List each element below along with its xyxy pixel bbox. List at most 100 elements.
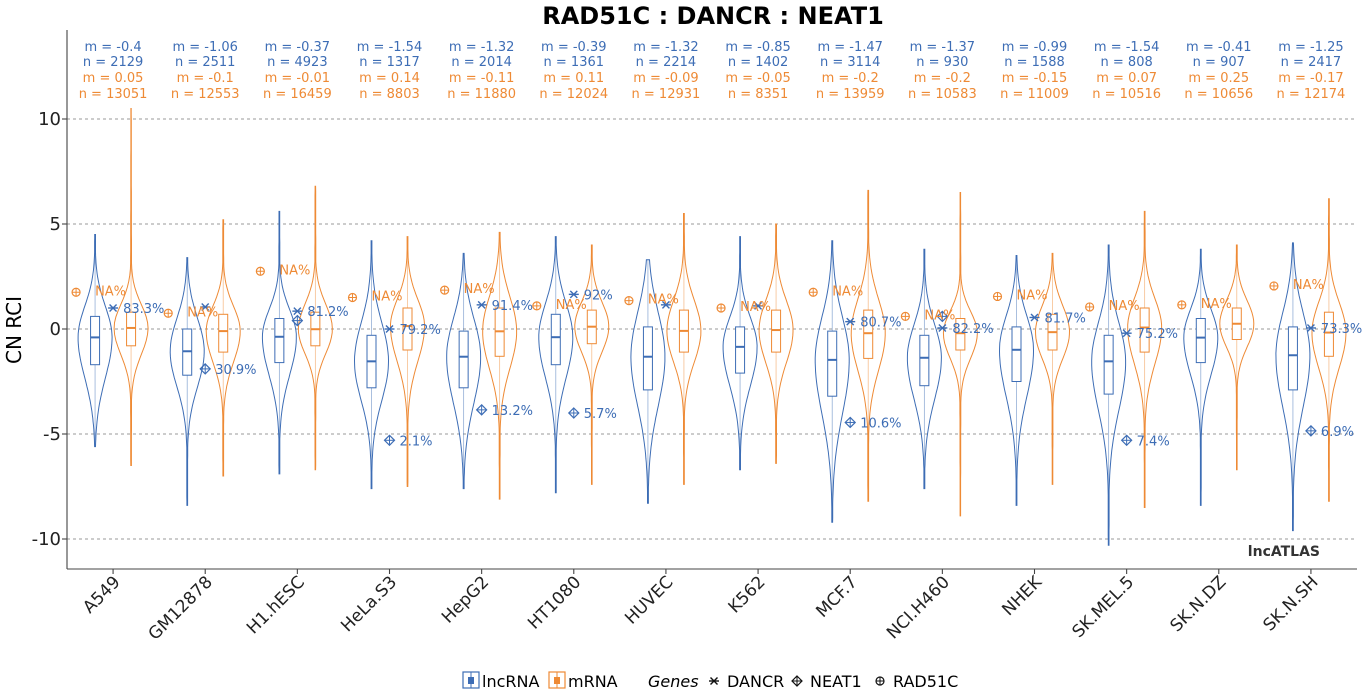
- box-lncrna: [1103, 334, 1114, 395]
- stat-label-lncrna-n: n = 2014: [451, 55, 511, 70]
- stat-label-lncrna-m: m = -0.41: [1186, 40, 1251, 55]
- stat-label-mrna-n: n = 13051: [79, 87, 148, 102]
- y-tick-label: 0: [50, 319, 61, 340]
- stat-label-mrna-n: n = 16459: [263, 87, 332, 102]
- stat-label-lncrna-n: n = 1361: [544, 55, 604, 70]
- pct-label-neat1: 30.9%: [215, 363, 256, 378]
- marker-dancr: [845, 317, 856, 326]
- marker-dancr: [200, 302, 211, 311]
- stat-label-mrna-n: n = 10516: [1092, 87, 1161, 102]
- stat-label-lncrna-m: m = -0.39: [541, 40, 606, 55]
- stat-label-lncrna-m: m = -0.37: [265, 40, 330, 55]
- pct-label-rad51c: NA%: [832, 284, 863, 299]
- marker-dancr: [292, 307, 303, 316]
- pct-label-rad51c: NA%: [279, 263, 310, 278]
- legend-gene-neat1: NEAT1: [810, 672, 862, 691]
- violin-lncrna: [814, 240, 850, 523]
- marker-dancr: [1121, 329, 1132, 338]
- pct-label-dancr: 75.2%: [1137, 327, 1178, 342]
- stat-label-lncrna-m: m = -1.32: [449, 40, 514, 55]
- pct-label-dancr: 91.4%: [492, 299, 533, 314]
- stat-label-mrna-m: m = 0.11: [543, 71, 604, 86]
- stat-label-mrna-m: m = -0.2: [914, 71, 971, 86]
- stat-label-lncrna-n: n = 2511: [175, 55, 235, 70]
- pct-label-rad51c: NA%: [740, 300, 771, 315]
- y-axis-label: CN RCI: [2, 296, 26, 364]
- x-tick-label: HeLa.S3: [337, 572, 401, 636]
- violin-lncrna: [77, 234, 113, 448]
- x-tick-label: NCI.H460: [883, 572, 954, 643]
- x-tick-label: K562: [725, 572, 770, 617]
- stat-label-mrna-m: m = -0.2: [822, 71, 879, 86]
- box-lncrna: [274, 318, 285, 364]
- stat-label-mrna-m: m = -0.05: [725, 71, 790, 86]
- pct-label-rad51c: NA%: [924, 308, 955, 323]
- stat-label-mrna-m: m = 0.05: [83, 71, 144, 86]
- marker-dancr: [108, 304, 119, 312]
- stat-label-lncrna-n: n = 2214: [636, 55, 696, 70]
- stat-label-mrna-m: m = 0.25: [1188, 71, 1249, 86]
- stat-label-mrna-n: n = 12174: [1277, 87, 1346, 102]
- stat-label-lncrna-n: n = 3114: [820, 55, 880, 70]
- pct-label-neat1: 13.2%: [492, 404, 533, 419]
- stat-label-mrna-n: n = 8803: [359, 87, 419, 102]
- pct-label-rad51c: NA%: [1293, 278, 1324, 293]
- stat-label-lncrna-m: m = -1.54: [1094, 40, 1159, 55]
- y-tick-label: -10: [32, 529, 61, 550]
- pct-label-neat1: 6.9%: [1321, 425, 1354, 440]
- marker-rad51c: [347, 292, 358, 303]
- marker-rad51c: [532, 301, 542, 311]
- stat-label-lncrna-n: n = 1402: [728, 55, 788, 70]
- stat-label-lncrna-n: n = 2129: [83, 55, 143, 70]
- box-lncrna: [1195, 318, 1206, 364]
- pct-label-dancr: 82.2%: [952, 322, 993, 337]
- stat-label-lncrna-n: n = 4923: [267, 55, 327, 70]
- legend-label: mRNA: [568, 672, 618, 691]
- legend-genes-title: Genes: [648, 672, 699, 691]
- marker-rad51c: [440, 285, 450, 295]
- box-mrna: [863, 309, 874, 359]
- stat-label-mrna-n: n = 12024: [539, 87, 608, 102]
- pct-label-neat1: 2.1%: [400, 434, 433, 449]
- marker-neat1: [199, 363, 212, 375]
- legend-gene-rad51c: RAD51C: [893, 672, 958, 691]
- stat-label-lncrna-m: m = -0.4: [84, 40, 141, 55]
- marker-rad51c: [1269, 281, 1279, 291]
- stat-label-mrna-n: n = 11880: [447, 87, 516, 102]
- marker-rad51c: [992, 291, 1003, 302]
- marker-neat1: [936, 310, 949, 323]
- violin-lncrna: [630, 259, 666, 504]
- marker-rad51c: [1177, 300, 1187, 310]
- stat-label-lncrna-n: n = 907: [1193, 55, 1245, 70]
- box-lncrna: [827, 330, 838, 397]
- pct-label-dancr: 83.3%: [123, 302, 164, 317]
- x-tick-label: HT1080: [524, 572, 585, 633]
- pct-label-rad51c: NA%: [1201, 297, 1232, 312]
- violin-lncrna: [906, 248, 942, 490]
- marker-dancr: [937, 323, 948, 332]
- legend-marker-dancr: [709, 677, 719, 685]
- legend-label: lncRNA: [482, 672, 539, 691]
- pct-label-dancr: 81.2%: [307, 305, 348, 320]
- stat-label-lncrna-n: n = 930: [916, 55, 968, 70]
- marker-neat1: [383, 434, 396, 447]
- pct-label-rad51c: NA%: [556, 298, 587, 313]
- x-tick-label: MCF.7: [812, 572, 861, 621]
- pct-label-neat1: 5.7%: [584, 407, 617, 422]
- box-lncrna: [735, 326, 746, 374]
- x-tick-label: SK.MEL.5: [1069, 572, 1139, 642]
- legend-marker-neat1: [791, 675, 803, 687]
- stat-label-mrna-m: m = -0.01: [265, 71, 330, 86]
- y-tick-label: 10: [38, 109, 61, 130]
- x-tick-label: SK.N.SH: [1259, 572, 1322, 635]
- stat-label-mrna-m: m = 0.07: [1096, 71, 1157, 86]
- box-mrna: [1139, 307, 1150, 353]
- x-tick-label: H1.hESC: [243, 572, 309, 638]
- stat-label-lncrna-m: m = -1.25: [1278, 40, 1343, 55]
- stat-label-lncrna-n: n = 1317: [359, 55, 419, 70]
- chart-title: RAD51C : DANCR : NEAT1: [542, 2, 884, 30]
- box-mrna: [955, 318, 966, 351]
- stat-label-lncrna-m: m = -0.99: [1002, 40, 1067, 55]
